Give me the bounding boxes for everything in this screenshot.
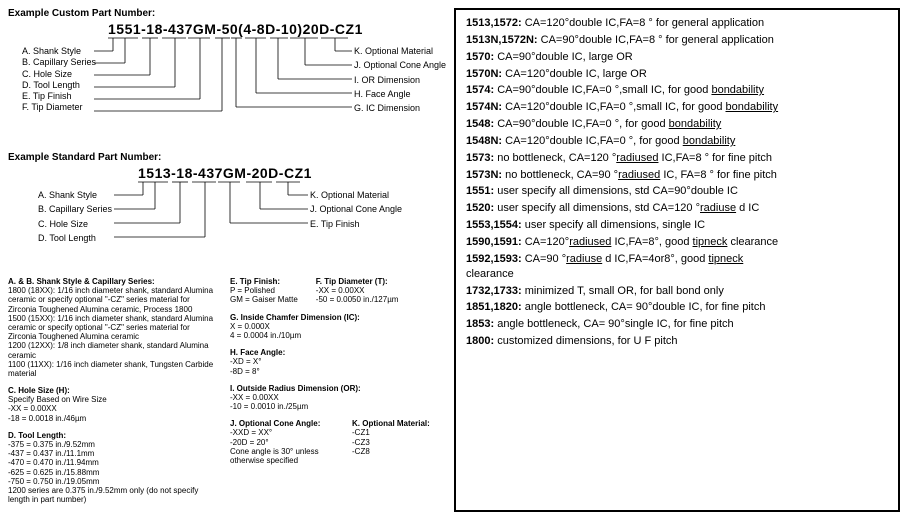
legend: A. & B. Shank Style & Capillary Series: … — [8, 277, 448, 512]
s-right-0: K. Optional Material — [310, 190, 402, 201]
j-1: -20D = 20° — [230, 438, 340, 447]
series-row: 1513N,1572N: CA=90°double IC,FA=8 ° for … — [466, 33, 888, 48]
f-0: -XX = 0.00XX — [316, 286, 399, 295]
g-0: X = 0.000X — [230, 322, 430, 331]
c-right-3: H. Face Angle — [354, 89, 446, 100]
j-2: Cone angle is 30° unless otherwise speci… — [230, 447, 340, 465]
c-right-1: J. Optional Cone Angle — [354, 60, 446, 71]
series-row: 1573N: no bottleneck, CA=90 °radiused IC… — [466, 168, 888, 183]
i-1: -10 = 0.0010 in./25µm — [230, 402, 430, 411]
series-row: 1548N: CA=120°double IC,FA=0 °, for good… — [466, 134, 888, 149]
series-row: 1553,1554: user specify all dimensions, … — [466, 218, 888, 233]
s-right-1: J. Optional Cone Angle — [310, 204, 402, 215]
k-title: K. Optional Material: — [352, 419, 430, 428]
series-row: 1520: user specify all dimensions, std C… — [466, 201, 888, 216]
ab-2: 1200 (12XX): 1/8 inch diameter shank, st… — [8, 341, 218, 359]
ab-title: A. & B. Shank Style & Capillary Series: — [8, 277, 218, 286]
c-1: -XX = 0.00XX — [8, 404, 218, 413]
f-1: -50 = 0.0050 in./127µm — [316, 295, 399, 304]
e-1: GM = Gaiser Matte — [230, 295, 298, 304]
series-row: 1574: CA=90°double IC,FA=0 °,small IC, f… — [466, 83, 888, 98]
series-row: 1851,1820: angle bottleneck, CA= 90°doub… — [466, 300, 888, 315]
c-left-4: E. Tip Finish — [22, 91, 96, 102]
custom-title: Example Custom Part Number: — [8, 8, 448, 19]
s-left-1: B. Capillary Series — [38, 204, 112, 215]
c-left-2: C. Hole Size — [22, 69, 96, 80]
standard-title: Example Standard Part Number: — [8, 152, 448, 163]
standard-diagram: 1513-18-437GM-20D-CZ1 A. Shank Style B. … — [8, 165, 448, 267]
series-row: 1570N: CA=120°double IC, large OR — [466, 67, 888, 82]
d-4: -750 = 0.750 in./19.05mm — [8, 477, 218, 486]
g-1: 4 = 0.0004 in./10µm — [230, 331, 430, 340]
c-2: -18 = 0.0018 in./46µm — [8, 414, 218, 423]
d-0: -375 = 0.375 in./9.52mm — [8, 440, 218, 449]
h-title: H. Face Angle: — [230, 348, 430, 357]
c-right-0: K. Optional Material — [354, 46, 446, 57]
c-left-0: A. Shank Style — [22, 46, 96, 57]
c-right-2: I. OR Dimension — [354, 75, 446, 86]
c-title: C. Hole Size (H): — [8, 386, 218, 395]
custom-diagram: 1551-18-437GM-50(4-8D-10)20D-CZ1 — [8, 21, 448, 146]
series-row: 1853: angle bottleneck, CA= 90°single IC… — [466, 317, 888, 332]
d-1: -437 = 0.437 in./11.1mm — [8, 449, 218, 458]
d-3: -625 = 0.625 in./15.88mm — [8, 468, 218, 477]
ab-3: 1100 (11XX): 1/16 inch diameter shank, T… — [8, 360, 218, 378]
k-1: -CZ3 — [352, 438, 430, 447]
i-title: I. Outside Radius Dimension (OR): — [230, 384, 430, 393]
series-row: 1590,1591: CA=120°radiused IC,FA=8°, goo… — [466, 235, 888, 250]
e-title: E. Tip Finish: — [230, 277, 298, 286]
series-row: 1573: no bottleneck, CA=120 °radiused IC… — [466, 151, 888, 166]
d-5: 1200 series are 0.375 in./9.52mm only (d… — [8, 486, 218, 504]
s-left-0: A. Shank Style — [38, 190, 112, 201]
series-row: 1800: customized dimensions, for U F pit… — [466, 334, 888, 349]
series-row: 1732,1733: minimized T, small OR, for ba… — [466, 284, 888, 299]
h-1: -8D = 8° — [230, 367, 430, 376]
series-row: 1570: CA=90°double IC, large OR — [466, 50, 888, 65]
series-row: 1513,1572: CA=120°double IC,FA=8 ° for g… — [466, 16, 888, 31]
c-right-4: G. IC Dimension — [354, 103, 446, 114]
s-left-3: D. Tool Length — [38, 233, 112, 244]
d-2: -470 = 0.470 in./11.94mm — [8, 458, 218, 467]
h-0: -XD = X° — [230, 357, 430, 366]
series-row: 1551: user specify all dimensions, std C… — [466, 184, 888, 199]
c-left-1: B. Capillary Series — [22, 57, 96, 68]
series-row: 1592,1593: CA=90 °radiuse d IC,FA=4or8°,… — [466, 252, 888, 282]
series-row: 1548: CA=90°double IC,FA=0 °, for good b… — [466, 117, 888, 132]
k-2: -CZ8 — [352, 447, 430, 456]
f-title: F. Tip Diameter (T): — [316, 277, 399, 286]
c-left-3: D. Tool Length — [22, 80, 96, 91]
j-0: -XXD = XX° — [230, 428, 340, 437]
e-0: P = Polished — [230, 286, 298, 295]
c-0: Specify Based on Wire Size — [8, 395, 218, 404]
i-0: -XX = 0.00XX — [230, 393, 430, 402]
series-box: 1513,1572: CA=120°double IC,FA=8 ° for g… — [454, 8, 900, 512]
d-title: D. Tool Length: — [8, 431, 218, 440]
s-left-2: C. Hole Size — [38, 219, 112, 230]
g-title: G. Inside Chamfer Dimension (IC): — [230, 313, 430, 322]
series-row: 1574N: CA=120°double IC,FA=0 °,small IC,… — [466, 100, 888, 115]
ab-0: 1800 (18XX): 1/16 inch diameter shank, s… — [8, 286, 218, 314]
j-title: J. Optional Cone Angle: — [230, 419, 340, 428]
c-left-5: F. Tip Diameter — [22, 102, 96, 113]
ab-1: 1500 (15XX): 1/16 inch diameter shank, s… — [8, 314, 218, 342]
s-right-2: E. Tip Finish — [310, 219, 402, 230]
k-0: -CZ1 — [352, 428, 430, 437]
